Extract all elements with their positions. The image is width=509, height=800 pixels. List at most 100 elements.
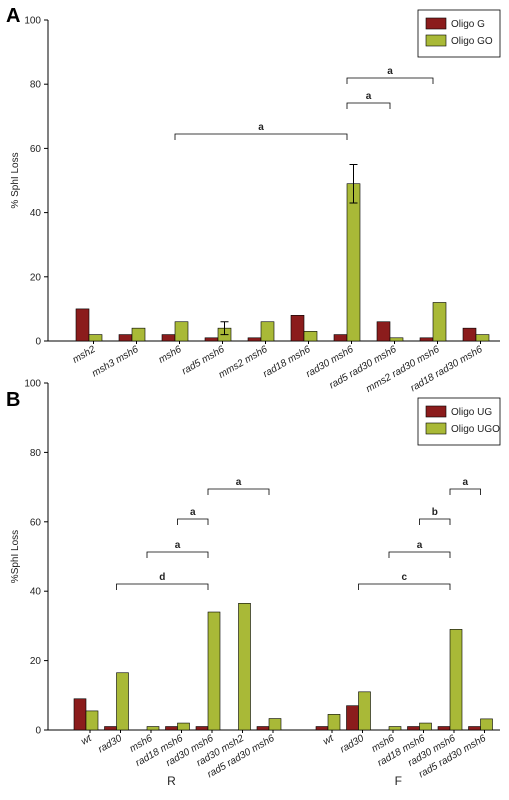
group-label: R (167, 774, 176, 788)
legend-box (417, 397, 501, 446)
bar (174, 321, 189, 342)
legend-swatch (425, 34, 447, 47)
significance-bracket (146, 551, 209, 558)
bar (195, 726, 209, 731)
y-tick-label: 20 (30, 272, 42, 283)
y-axis-label: % SphI Loss (10, 152, 21, 208)
significance-label: c (401, 572, 407, 583)
bar (165, 726, 178, 731)
bar (85, 710, 99, 731)
significance-label: a (190, 507, 196, 518)
significance-bracket (177, 518, 209, 525)
y-tick-label: 80 (30, 80, 42, 91)
bar (449, 629, 463, 731)
bar (389, 337, 404, 342)
bar (432, 302, 447, 342)
bar (346, 183, 361, 342)
bar (247, 337, 262, 342)
bar (238, 603, 251, 731)
y-tick-label: 60 (30, 144, 42, 155)
significance-bracket (116, 583, 209, 590)
legend-box (417, 9, 501, 58)
bar (118, 334, 133, 342)
x-tick-label: wt (79, 732, 94, 747)
bar (161, 334, 176, 342)
x-tick-label: msh6 (157, 344, 184, 366)
y-tick-label: 40 (30, 587, 42, 598)
bar (333, 334, 348, 342)
error-bar (220, 321, 229, 336)
legend-label: Oligo UGO (451, 424, 500, 435)
x-tick-label: wt (321, 732, 336, 747)
significance-label: a (236, 477, 242, 488)
x-tick-label: rad30 (338, 733, 366, 756)
x-tick-label: mms2 msh6 (217, 344, 270, 381)
bar (468, 726, 481, 731)
bar (480, 718, 493, 731)
bar (256, 726, 270, 731)
bar (207, 611, 221, 731)
bar (419, 722, 432, 731)
bar (315, 726, 329, 731)
x-tick-label: rad30 (96, 733, 124, 756)
y-tick-label: 0 (35, 726, 41, 737)
significance-bracket (449, 488, 481, 495)
group-label: F (395, 774, 402, 788)
bar (462, 327, 477, 342)
significance-bracket (346, 77, 434, 84)
bar (303, 331, 318, 342)
y-tick-label: 100 (24, 16, 41, 27)
bar (88, 334, 103, 342)
x-tick-label: mms2 rad30 msh6 (364, 344, 442, 395)
significance-label: a (387, 66, 393, 77)
panel-label: B (6, 389, 20, 411)
bar (75, 308, 90, 342)
bar (388, 726, 402, 731)
bar (146, 726, 160, 731)
bar (419, 337, 434, 342)
x-tick-label: msh3 msh6 (90, 344, 141, 380)
y-tick-label: 0 (35, 337, 41, 348)
bar (204, 337, 219, 342)
legend-label: Oligo UG (451, 407, 492, 418)
legend-swatch (425, 422, 447, 435)
y-tick-label: 100 (24, 379, 41, 390)
y-tick-label: 60 (30, 517, 42, 528)
panel-label: A (6, 5, 20, 27)
y-tick-label: 20 (30, 656, 42, 667)
bar (346, 705, 359, 731)
bar (290, 315, 305, 342)
legend-label: Oligo G (451, 19, 485, 30)
bar (116, 672, 129, 731)
significance-label: a (258, 122, 264, 133)
x-tick-label: rad18 rad30 msh6 (409, 344, 485, 394)
y-axis-label: %SphI Loss (10, 530, 21, 583)
y-tick-label: 40 (30, 208, 42, 219)
bar (358, 691, 371, 731)
significance-bracket (207, 488, 270, 495)
bar (260, 321, 275, 342)
significance-bracket (419, 518, 451, 525)
significance-label: b (432, 507, 438, 518)
significance-bracket (358, 583, 451, 590)
error-bar (349, 163, 358, 204)
bar (407, 726, 420, 731)
x-tick-label: rad18 msh6 (261, 344, 313, 380)
legend-swatch (425, 405, 447, 418)
bar (475, 334, 490, 342)
significance-bracket (346, 102, 391, 109)
bar (104, 726, 117, 731)
bar (268, 718, 282, 731)
significance-label: a (417, 540, 423, 551)
legend-swatch (425, 17, 447, 30)
bar (73, 698, 87, 731)
bar (131, 327, 146, 342)
bar (177, 722, 190, 731)
significance-label: d (159, 572, 165, 583)
bar (327, 714, 341, 731)
significance-label: a (175, 540, 181, 551)
legend-label: Oligo GO (451, 36, 493, 47)
bar (376, 321, 391, 342)
significance-label: a (462, 477, 468, 488)
